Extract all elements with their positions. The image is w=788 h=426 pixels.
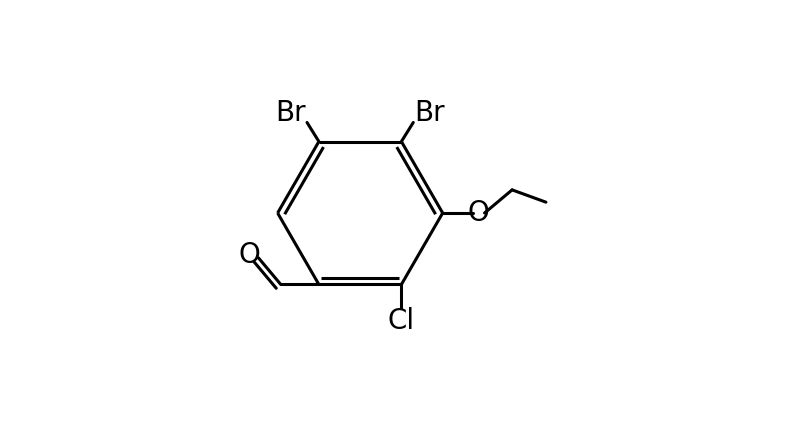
Text: Br: Br [414, 99, 444, 127]
Text: O: O [468, 199, 489, 227]
Text: Cl: Cl [388, 307, 415, 335]
Text: O: O [238, 241, 260, 268]
Text: Br: Br [276, 99, 307, 127]
